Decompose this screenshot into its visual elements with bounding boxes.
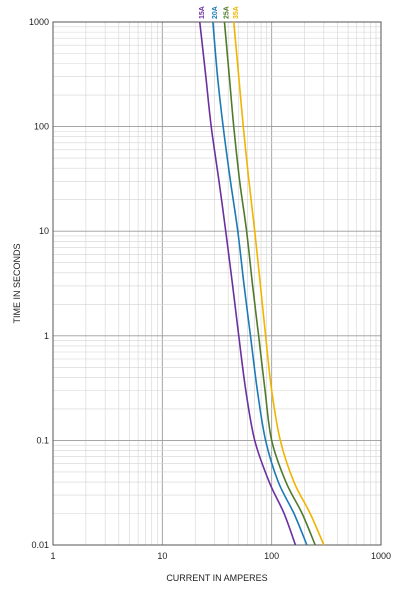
series-labels: 15A 20A 25A 35A (199, 6, 240, 19)
series-label-25a: 25A (223, 6, 230, 19)
x-tick-label: 1000 (371, 551, 391, 561)
series-group (198, 21, 325, 546)
y-tick-label: 100 (34, 122, 49, 132)
x-tick-labels: 1 10 100 1000 (50, 551, 391, 561)
y-tick-label: 0.1 (36, 435, 49, 445)
series-label-20a: 20A (212, 6, 219, 19)
series-line-25a (223, 21, 316, 546)
series-label-15a: 15A (199, 6, 206, 19)
y-tick-labels: 1000 100 10 1 0.1 0.01 (29, 17, 49, 550)
series-label-35a: 35A (233, 6, 240, 19)
x-tick-label: 1 (50, 551, 55, 561)
series-line-15a (198, 21, 297, 546)
x-axis-title: CURRENT IN AMPERES (166, 573, 267, 583)
y-tick-label: 0.01 (31, 540, 49, 550)
x-tick-label: 10 (157, 551, 167, 561)
y-axis-title: TIME IN SECONDS (12, 243, 22, 323)
x-tick-label: 100 (264, 551, 279, 561)
y-tick-label: 1000 (29, 17, 49, 27)
series-line-35a (232, 21, 325, 546)
y-tick-label: 1 (44, 331, 49, 341)
plot-frame (52, 21, 382, 546)
y-tick-label: 10 (39, 226, 49, 236)
grid (53, 22, 381, 545)
series-line-20a (212, 21, 308, 546)
